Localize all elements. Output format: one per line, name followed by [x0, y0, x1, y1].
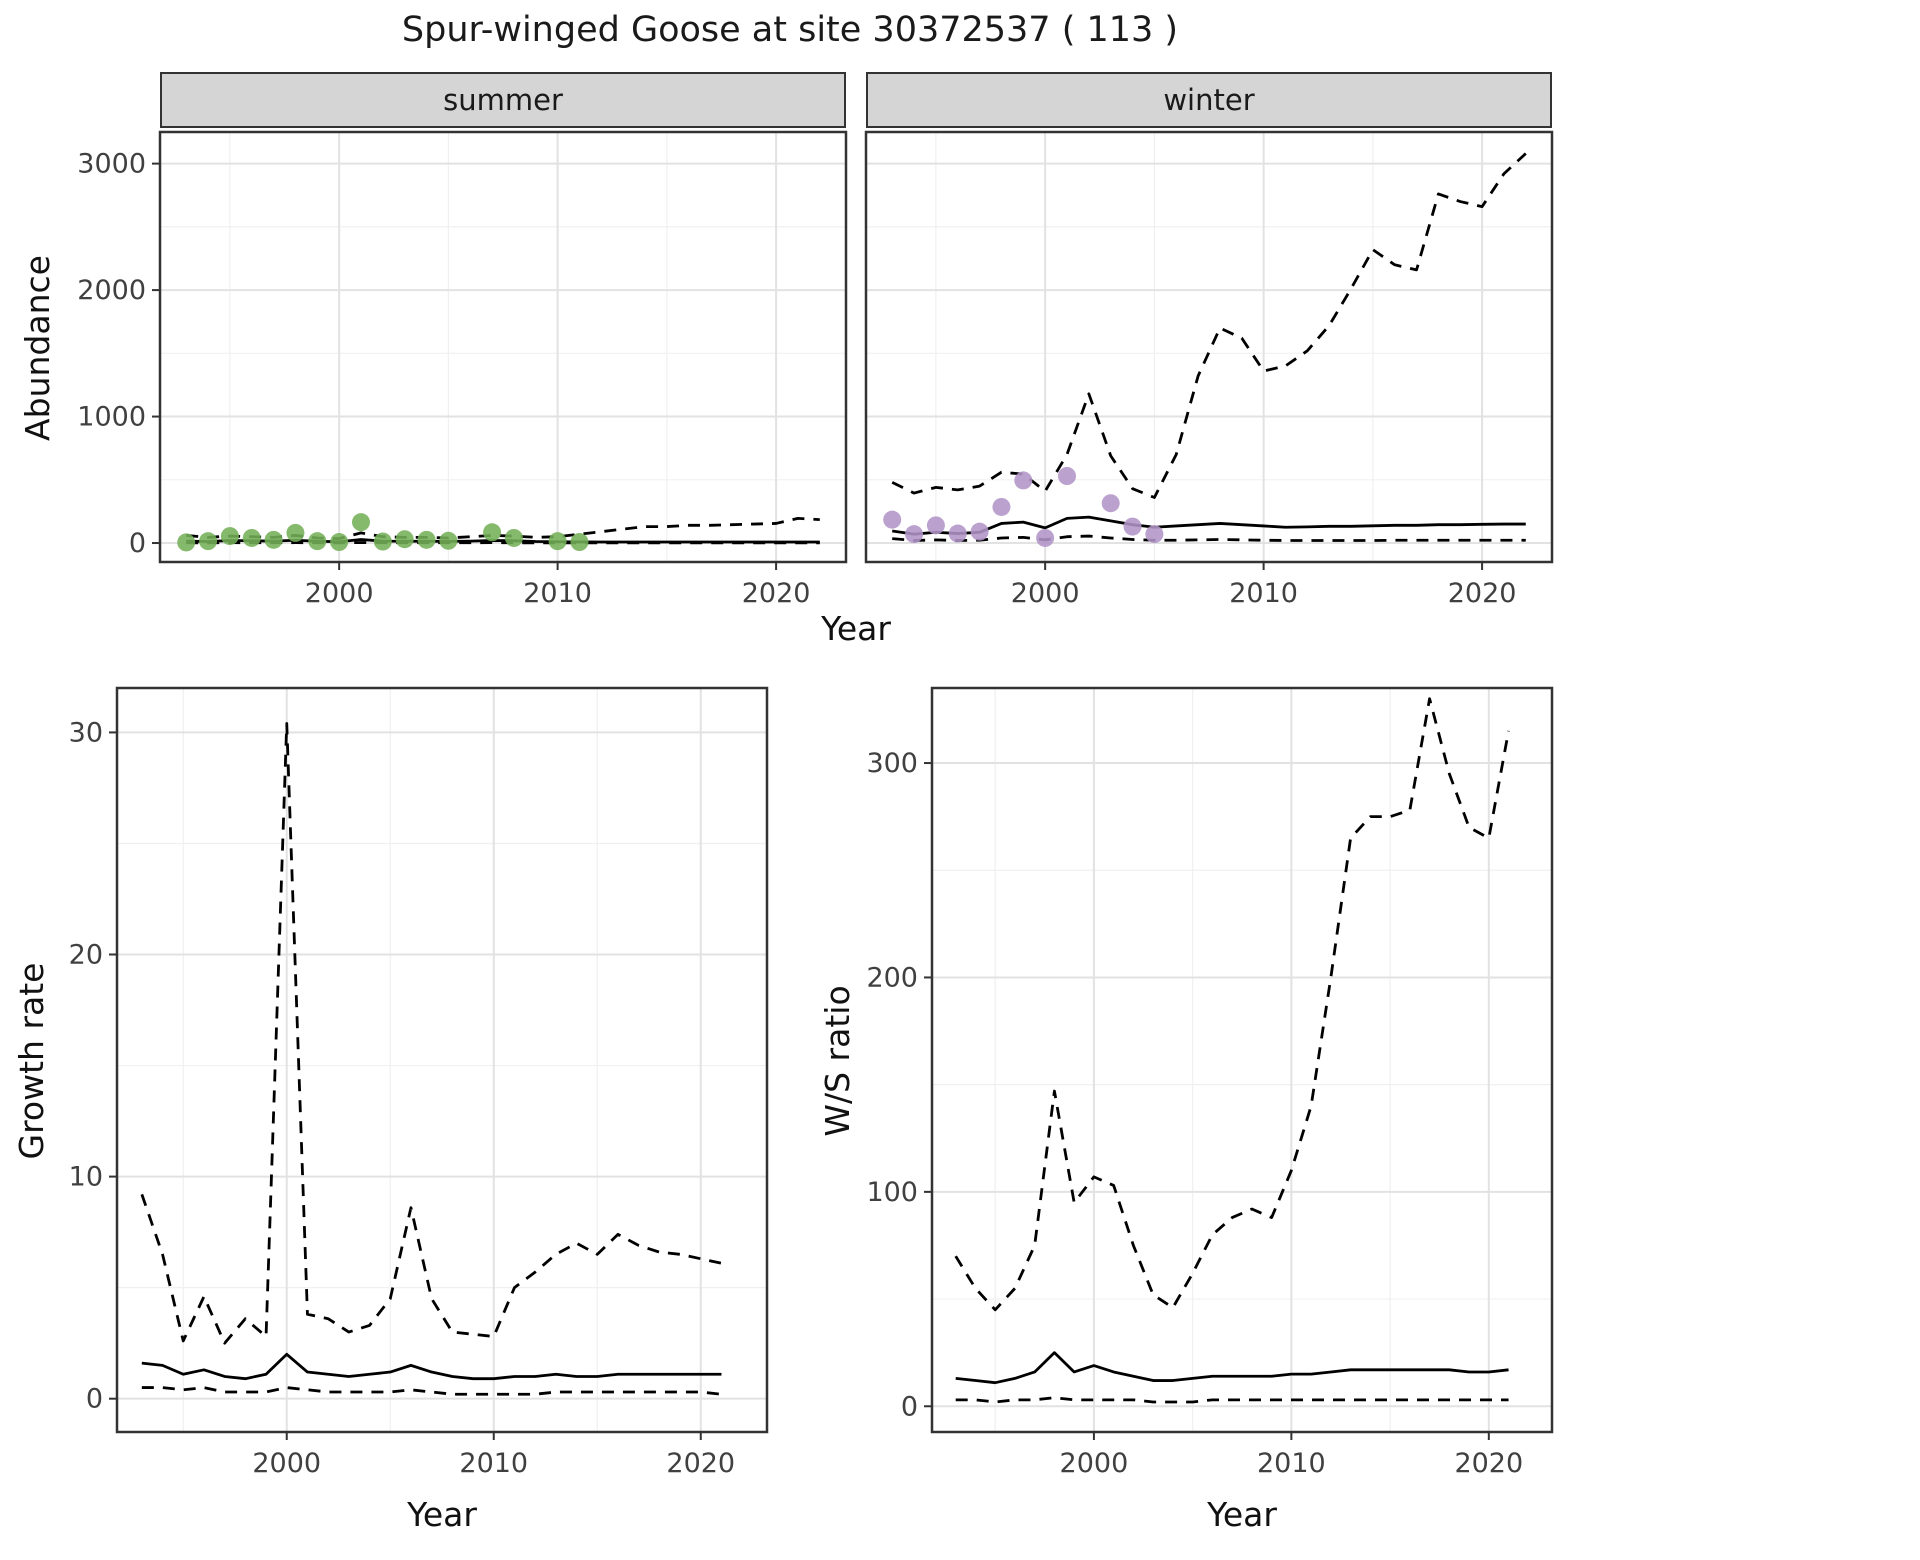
facet-strip-winter-label: winter	[1163, 83, 1255, 117]
abundance-summer-observed-point	[177, 533, 196, 552]
abundance-winter-observed-point	[1014, 471, 1033, 490]
chart-growth-rate: 2000 2010 2020 0 10 20 30	[69, 686, 769, 1479]
abundance-y-axis-title: Abundance	[18, 255, 57, 441]
chart-abundance-winter: 2000 2010 2020	[864, 130, 1554, 609]
abundance-winter-observed-point	[970, 522, 989, 541]
abundance-winter-observed-point	[1145, 525, 1164, 544]
growth-rate-y-axis-title: Growth rate	[12, 962, 51, 1160]
growth-rate-y-tick-label: 10	[69, 1162, 103, 1193]
abundance-winter-upper-line	[891, 152, 1527, 499]
abundance-winter-observed-point	[883, 510, 902, 529]
ws-ratio-y-tick-label: 300	[866, 748, 918, 779]
abundance-summer-observed-point	[199, 532, 218, 551]
growth-rate-median-line	[141, 1352, 722, 1381]
ws-ratio-x-tick-label: 2010	[1257, 1448, 1326, 1479]
abundance-winter-observed-point	[1101, 494, 1120, 513]
abundance-summer-observed-point	[330, 533, 349, 552]
abundance-summer-observed-point	[286, 523, 305, 542]
growth-rate-y-tick-label: 30	[69, 717, 103, 748]
abundance-summer-y-tick-label: 2000	[77, 275, 146, 306]
abundance-winter-panel	[866, 132, 1552, 562]
ws-ratio-panel	[932, 688, 1552, 1432]
abundance-summer-x-tick-label: 2010	[523, 578, 592, 609]
abundance-summer-x-tick-label: 2000	[305, 578, 374, 609]
facet-strip-summer-label: summer	[443, 83, 563, 117]
abundance-summer-observed-point	[504, 528, 523, 547]
ws-ratio-lower-line	[955, 1396, 1509, 1404]
ws-ratio-upper-line	[954, 697, 1510, 1312]
facet-strip-summer: summer	[160, 72, 846, 128]
growth-rate-y-tick-label: 20	[69, 940, 103, 971]
abundance-summer-observed-point	[220, 527, 239, 546]
ws-ratio-y-tick-label: 200	[866, 962, 918, 993]
ws-ratio-y-tick-label: 100	[866, 1177, 918, 1208]
ws-ratio-x-tick-label: 2000	[1060, 1448, 1129, 1479]
abundance-summer-observed-point	[351, 513, 370, 532]
chart-title: Spur-winged Goose at site 30372537 ( 113…	[401, 10, 1179, 50]
abundance-winter-observed-point	[926, 516, 945, 535]
abundance-winter-observed-point	[992, 497, 1011, 516]
abundance-summer-observed-point	[242, 528, 261, 547]
growth-rate-upper-line	[140, 722, 722, 1345]
ws-ratio-y-axis-title: W/S ratio	[818, 985, 857, 1137]
abundance-summer-y-tick-label: 3000	[77, 149, 146, 180]
abundance-winter-observed-point	[905, 525, 924, 544]
abundance-winter-median-line	[892, 515, 1526, 536]
growth-rate-x-tick-label: 2020	[666, 1448, 735, 1479]
abundance-summer-x-tick-label: 2020	[742, 578, 811, 609]
abundance-summer-observed-point	[483, 523, 502, 542]
abundance-summer-observed-point	[548, 532, 567, 551]
abundance-winter-x-tick-label: 2020	[1448, 578, 1517, 609]
abundance-winter-x-tick-label: 2000	[1011, 578, 1080, 609]
abundance-winter-observed-point	[1123, 517, 1142, 536]
ws-ratio-median-line	[955, 1351, 1509, 1385]
abundance-winter-x-tick-label: 2010	[1229, 578, 1298, 609]
growth-rate-lower-line	[141, 1386, 722, 1396]
abundance-summer-y-tick-label: 1000	[77, 402, 146, 433]
abundance-winter-observed-point	[948, 524, 967, 543]
growth-rate-y-tick-label: 0	[86, 1384, 103, 1415]
growth-rate-x-axis-title: Year	[407, 1495, 477, 1534]
chart-abundance-summer: 2000 2010 2020 0 1000 2000 3000	[77, 130, 848, 609]
facet-strip-winter: winter	[866, 72, 1552, 128]
ws-ratio-y-tick-label: 0	[901, 1391, 918, 1422]
abundance-summer-panel	[160, 132, 846, 562]
abundance-summer-observed-point	[395, 530, 414, 549]
abundance-summer-observed-point	[264, 530, 283, 549]
abundance-winter-lower-line	[892, 534, 1526, 542]
abundance-summer-y-tick-label: 0	[129, 528, 146, 559]
growth-rate-x-tick-label: 2000	[252, 1448, 321, 1479]
chart-ws-ratio: 2000 2010 2020 0 100 200 300	[866, 686, 1554, 1479]
growth-rate-panel	[117, 688, 767, 1432]
abundance-summer-observed-point	[373, 532, 392, 551]
abundance-summer-observed-point	[570, 533, 589, 552]
abundance-summer-observed-point	[417, 530, 436, 549]
abundance-summer-observed-point	[439, 531, 458, 550]
abundance-winter-observed-point	[1057, 467, 1076, 485]
abundance-winter-observed-point	[1036, 528, 1055, 547]
ws-ratio-x-axis-title: Year	[1207, 1495, 1277, 1534]
ws-ratio-x-tick-label: 2020	[1454, 1448, 1523, 1479]
abundance-summer-observed-point	[308, 532, 327, 551]
growth-rate-x-tick-label: 2010	[459, 1448, 528, 1479]
abundance-x-axis-title: Year	[821, 609, 891, 648]
